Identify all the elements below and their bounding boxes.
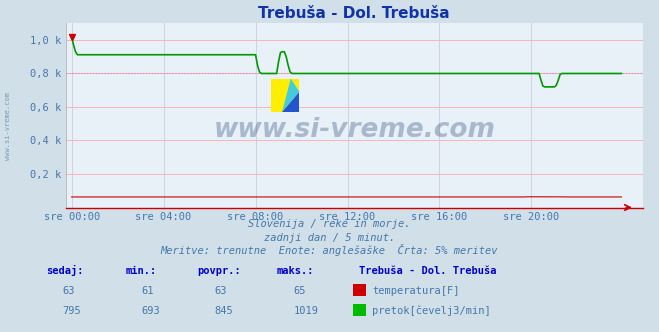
Text: 63: 63 [63, 286, 75, 296]
Text: maks.:: maks.: [277, 266, 314, 276]
Text: Trebuša - Dol. Trebuša: Trebuša - Dol. Trebuša [359, 266, 497, 276]
FancyBboxPatch shape [271, 78, 299, 112]
Text: temperatura[F]: temperatura[F] [372, 286, 460, 296]
Text: 693: 693 [142, 306, 160, 316]
Text: sedaj:: sedaj: [46, 265, 84, 276]
Text: 63: 63 [214, 286, 227, 296]
Polygon shape [282, 78, 299, 112]
Text: Slovenija / reke in morje.: Slovenija / reke in morje. [248, 219, 411, 229]
Text: zadnji dan / 5 minut.: zadnji dan / 5 minut. [264, 233, 395, 243]
Text: www.si-vreme.com: www.si-vreme.com [5, 92, 11, 160]
Text: min.:: min.: [125, 266, 156, 276]
Text: 845: 845 [214, 306, 233, 316]
Text: 61: 61 [142, 286, 154, 296]
Text: povpr.:: povpr.: [198, 266, 241, 276]
Text: Meritve: trenutne  Enote: anglešaške  Črta: 5% meritev: Meritve: trenutne Enote: anglešaške Črta… [161, 244, 498, 256]
Text: pretok[čevelj3/min]: pretok[čevelj3/min] [372, 305, 491, 316]
Text: 65: 65 [293, 286, 306, 296]
Text: 1019: 1019 [293, 306, 318, 316]
Text: www.si-vreme.com: www.si-vreme.com [214, 117, 495, 143]
Polygon shape [282, 92, 299, 112]
Text: 795: 795 [63, 306, 81, 316]
Title: Trebuša - Dol. Trebuša: Trebuša - Dol. Trebuša [258, 6, 450, 21]
